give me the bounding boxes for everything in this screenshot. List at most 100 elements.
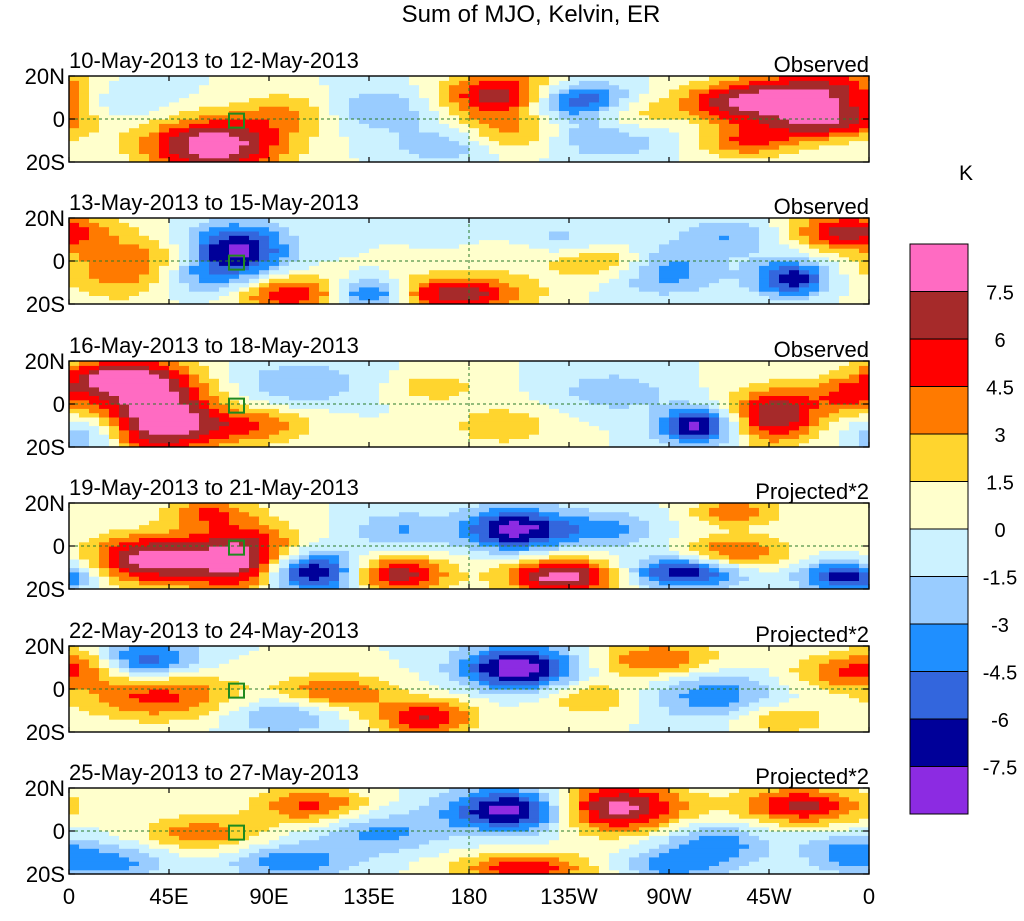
- heatmap-cell: [809, 93, 820, 99]
- heatmap-cell: [839, 361, 850, 366]
- heatmap-cell: [579, 101, 590, 107]
- heatmap-cell: [419, 412, 430, 418]
- heatmap-cell: [699, 361, 710, 366]
- heatmap-cell: [429, 412, 440, 418]
- heatmap-cell: [829, 373, 840, 379]
- heatmap-cell: [639, 226, 650, 232]
- heatmap-cell: [569, 416, 580, 422]
- heatmap-cell: [309, 248, 320, 253]
- heatmap-cell: [609, 88, 620, 94]
- heatmap-cell: [239, 140, 250, 146]
- heatmap-cell: [109, 295, 120, 301]
- heatmap-cell: [159, 369, 170, 375]
- heatmap-cell: [699, 391, 710, 396]
- heatmap-cell: [739, 114, 750, 120]
- heatmap-cell: [529, 140, 540, 146]
- heatmap-cell: [129, 442, 140, 447]
- heatmap-cell: [309, 265, 320, 271]
- heatmap-cell: [129, 114, 140, 120]
- heatmap-cell: [169, 243, 180, 249]
- heatmap-cell: [689, 416, 700, 422]
- heatmap-cell: [569, 230, 580, 236]
- heatmap-cell: [829, 218, 840, 223]
- heatmap-cell: [369, 222, 380, 228]
- heatmap-cell: [139, 365, 150, 371]
- heatmap-cell: [529, 157, 540, 162]
- heatmap-cell: [779, 269, 790, 275]
- heatmap-cell: [589, 97, 600, 103]
- heatmap-cell: [589, 157, 600, 162]
- heatmap-cell: [659, 123, 670, 129]
- heatmap-cell: [79, 127, 90, 133]
- heatmap-cell: [779, 136, 790, 142]
- heatmap-cell: [149, 76, 160, 81]
- heatmap-cell: [619, 416, 630, 422]
- heatmap-cell: [759, 218, 770, 223]
- heatmap-cell: [679, 110, 690, 116]
- heatmap-cell: [89, 239, 100, 245]
- heatmap-cell: [829, 88, 840, 94]
- heatmap-cell: [809, 386, 820, 392]
- heatmap-cell: [329, 119, 340, 124]
- heatmap-cell: [79, 256, 90, 262]
- heatmap-cell: [259, 136, 270, 142]
- heatmap-cell: [419, 84, 430, 90]
- heatmap-cell: [379, 416, 390, 422]
- heatmap-cell: [279, 256, 290, 262]
- heatmap-cell: [539, 291, 550, 296]
- heatmap-cell: [99, 218, 110, 223]
- heatmap-cell: [479, 286, 490, 292]
- heatmap-cell: [69, 278, 80, 284]
- heatmap-cell: [219, 395, 230, 401]
- heatmap-cell: [189, 222, 200, 228]
- heatmap-cell: [849, 421, 860, 427]
- heatmap-cell: [849, 369, 860, 375]
- heatmap-cell: [159, 144, 170, 150]
- heatmap-cell: [209, 248, 220, 253]
- heatmap-cell: [349, 286, 360, 292]
- heatmap-cell: [99, 369, 110, 375]
- heatmap-cell: [169, 136, 180, 142]
- heatmap-cell: [539, 382, 550, 388]
- heatmap-cell: [289, 265, 300, 271]
- heatmap-cell: [189, 365, 200, 371]
- heatmap-cell: [559, 88, 570, 94]
- heatmap-cell: [329, 136, 340, 142]
- heatmap-cell: [439, 286, 450, 292]
- heatmap-cell: [569, 252, 580, 258]
- heatmap-cell: [259, 226, 270, 232]
- heatmap-cell: [259, 386, 270, 392]
- heatmap-cell: [319, 278, 330, 284]
- heatmap-cell: [439, 243, 450, 249]
- y-tick-label: 20S: [26, 292, 65, 317]
- heatmap-cell: [799, 434, 810, 439]
- heatmap-cell: [639, 93, 650, 99]
- heatmap-cell: [539, 286, 550, 292]
- heatmap-cell: [129, 408, 140, 414]
- heatmap-cell: [159, 378, 170, 384]
- heatmap-cell: [479, 123, 490, 129]
- heatmap-cell: [479, 442, 490, 447]
- heatmap-cell: [359, 256, 370, 262]
- heatmap-cell: [599, 282, 610, 288]
- heatmap-cell: [209, 269, 220, 275]
- heatmap-cell: [339, 140, 350, 146]
- heatmap-cell: [829, 243, 840, 249]
- heatmap-cell: [499, 123, 510, 129]
- heatmap-cell: [309, 395, 320, 401]
- heatmap-cell: [829, 299, 840, 304]
- heatmap-cell: [379, 295, 390, 301]
- heatmap-cell: [509, 222, 520, 228]
- heatmap-cell: [149, 157, 160, 162]
- heatmap-cell: [69, 222, 80, 228]
- heatmap-cell: [489, 93, 500, 99]
- heatmap-cell: [759, 404, 770, 409]
- heatmap-cell: [399, 265, 410, 271]
- heatmap-cell: [839, 295, 850, 301]
- heatmap-cell: [479, 140, 490, 146]
- heatmap-cell: [409, 144, 420, 150]
- heatmap-cell: [159, 425, 170, 431]
- heatmap-cell: [609, 127, 620, 133]
- heatmap-cell: [229, 365, 240, 371]
- y-tick-label: 20N: [25, 206, 65, 231]
